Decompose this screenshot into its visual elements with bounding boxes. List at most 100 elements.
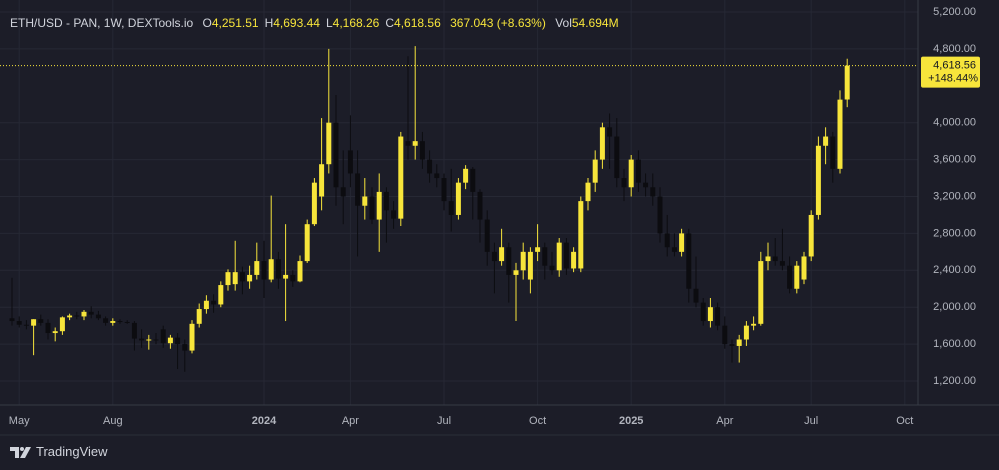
candle-body [448,201,454,215]
candle-body [707,307,713,322]
y-tick-label: 2,000.00 [933,301,976,313]
candle-body [175,337,181,345]
change-label: +148.44% [928,73,978,85]
candle-body [679,233,685,252]
candle-body [729,344,735,346]
candle-body [383,191,389,211]
candle-body [607,127,613,137]
candle-body [412,141,418,146]
candle-body [650,187,656,197]
candle-body [74,315,80,317]
candle-body [758,261,764,324]
x-tick-label: Aug [103,415,123,427]
candle-body [283,274,289,279]
candle-body [398,136,404,219]
candle-body [765,256,771,262]
candles [9,46,850,372]
legend-items: O4,251.51 H4,693.44 L4,168.26 C4,618.56 [203,16,447,30]
candle-body [81,311,87,317]
legend-value: 4,168.26 [332,16,380,30]
candle-body [88,311,94,315]
candle-body [225,272,231,286]
x-tick-label: Apr [342,415,359,427]
legend: ETH/USD - PAN, 1W, DEXTools.io O4,251.51… [10,16,625,30]
candle-body [239,272,245,282]
candle-body [290,274,296,282]
candle-body [700,302,706,322]
candle-body [628,159,634,188]
candle-body [333,122,339,188]
candle-body [391,210,397,219]
candle-body [189,323,195,351]
legend-value: 4,251.51 [211,16,259,30]
candle-body [59,317,65,332]
candle-body [463,168,469,183]
volume: 54.694M [571,16,619,30]
candle-body [167,337,173,344]
x-tick-label: May [9,415,30,427]
logo [10,446,31,458]
y-tick-label: 1,200.00 [933,375,976,387]
candle-body [477,191,483,220]
candle-body [470,168,476,192]
candle-body [139,338,145,341]
candle-body [484,219,490,252]
candle-body [23,324,29,326]
candle-body [304,224,310,262]
candle-body [326,122,332,165]
last-price-box [921,56,980,88]
candle-body [844,65,850,100]
candle-body [196,309,202,324]
candle-body [837,99,843,169]
candle-body [621,178,627,188]
legend-key: C [385,16,395,30]
candle-body [787,265,793,289]
y-tick-label: 2,400.00 [933,264,976,276]
candle-body [45,322,51,334]
candle-body [599,127,605,160]
candle-body [614,136,620,179]
candle-body [527,251,533,280]
candle-body [556,242,562,271]
change: 367.043 (+8.63%) [450,16,546,30]
x-tick-label: 2025 [619,415,643,427]
x-tick-label: Oct [529,415,546,427]
candle-body [247,274,253,282]
candle-body [751,323,757,326]
candle-body [182,344,188,351]
candle-body [491,251,497,262]
x-tick-label: Oct [896,415,913,427]
candle-body [110,321,116,323]
candle-body [801,256,807,280]
candle-body [671,247,677,252]
candle-body [779,261,785,266]
candle-body [578,201,584,269]
candle-body [693,288,699,303]
candle-body [362,196,368,206]
candle-body [103,318,109,323]
x-tick-label: Jul [804,415,818,427]
candle-body [808,214,814,257]
candle-body [203,300,209,310]
candle-body [405,141,411,146]
candle-body [499,247,505,262]
overlay: 4,618.56+148.44% [0,56,980,88]
candle-body [311,182,317,225]
candle-body [686,233,692,289]
candle-body [9,318,15,322]
y-tick-label: 1,600.00 [933,338,976,350]
candle-body [635,159,641,183]
candle-body [815,145,821,215]
candle-body [455,182,461,215]
candle-body [261,261,267,280]
y-tick-label: 5,200.00 [933,6,976,18]
candle-body [794,265,800,289]
candle-body [218,285,224,305]
candle-body [592,159,598,183]
candle-body [722,325,728,345]
candle-body [736,339,742,346]
candle-body [38,319,44,323]
candle-body [743,325,749,340]
candle-body [571,251,577,269]
